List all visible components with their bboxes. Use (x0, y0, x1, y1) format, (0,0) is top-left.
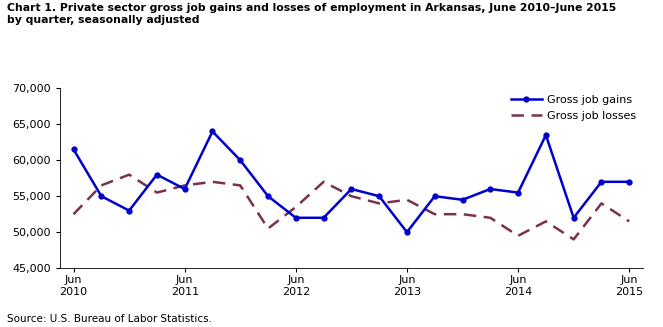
Text: Source: U.S. Bureau of Labor Statistics.: Source: U.S. Bureau of Labor Statistics. (7, 314, 211, 324)
Gross job gains (375, 194, 383, 198)
Gross job gains (125, 209, 133, 213)
Gross job losses (431, 212, 439, 216)
Gross job gains (431, 194, 439, 198)
Gross job gains (597, 180, 605, 184)
Gross job gains (625, 180, 633, 184)
Gross job gains (70, 147, 78, 151)
Gross job gains (153, 173, 161, 177)
Gross job losses (570, 237, 577, 241)
Gross job losses (236, 183, 244, 187)
Gross job losses (292, 205, 300, 209)
Gross job gains (264, 194, 272, 198)
Gross job gains (459, 198, 467, 202)
Line: Gross job losses: Gross job losses (74, 175, 629, 239)
Gross job losses (181, 183, 189, 187)
Gross job losses (97, 183, 105, 187)
Gross job losses (125, 173, 133, 177)
Gross job losses (625, 219, 633, 223)
Gross job gains (292, 216, 300, 220)
Gross job gains (514, 191, 522, 195)
Gross job gains (320, 216, 328, 220)
Gross job gains (181, 187, 189, 191)
Gross job gains (236, 158, 244, 162)
Gross job losses (153, 191, 161, 195)
Gross job losses (514, 234, 522, 238)
Gross job gains (403, 230, 411, 234)
Gross job losses (264, 227, 272, 231)
Gross job gains (347, 187, 355, 191)
Text: Chart 1. Private sector gross job gains and losses of employment in Arkansas, Ju: Chart 1. Private sector gross job gains … (7, 3, 616, 25)
Gross job losses (320, 180, 328, 184)
Gross job losses (375, 201, 383, 205)
Gross job losses (70, 212, 78, 216)
Gross job gains (570, 216, 577, 220)
Gross job losses (597, 201, 605, 205)
Gross job gains (487, 187, 495, 191)
Gross job losses (403, 198, 411, 202)
Gross job losses (347, 194, 355, 198)
Gross job gains (208, 129, 216, 133)
Gross job losses (542, 219, 550, 223)
Legend: Gross job gains, Gross job losses: Gross job gains, Gross job losses (507, 91, 641, 125)
Gross job gains (542, 133, 550, 137)
Gross job losses (487, 216, 495, 220)
Gross job losses (459, 212, 467, 216)
Line: Gross job gains: Gross job gains (71, 129, 632, 234)
Gross job gains (97, 194, 105, 198)
Gross job losses (208, 180, 216, 184)
